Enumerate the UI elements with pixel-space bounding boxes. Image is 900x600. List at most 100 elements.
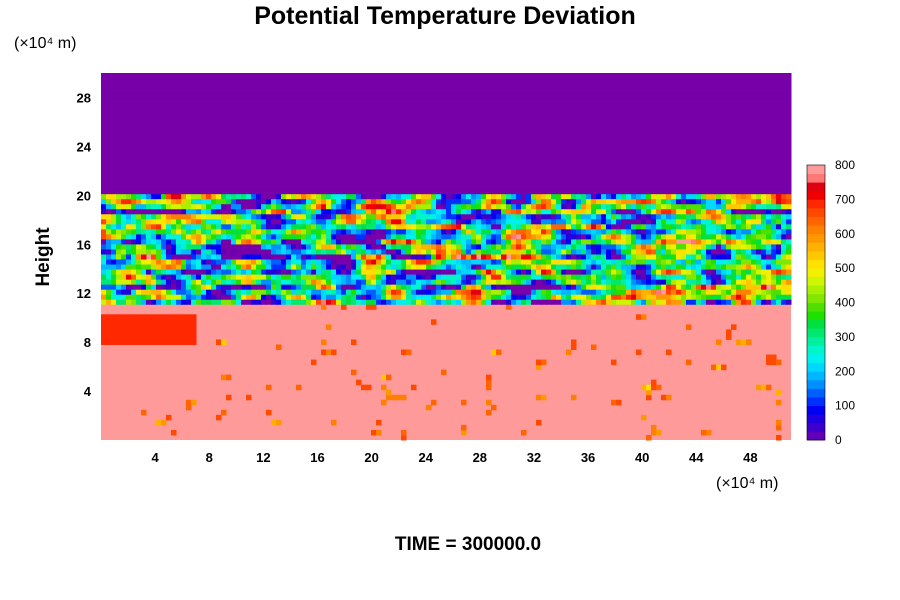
heatmap-cell (696, 168, 702, 175)
heatmap-cell (186, 314, 192, 320)
heatmap-cell (136, 153, 142, 159)
heatmap-cell (436, 243, 442, 250)
heatmap-cell (151, 334, 157, 340)
heatmap-cell (126, 289, 132, 295)
heatmap-cell (456, 198, 462, 205)
heatmap-cell (156, 274, 162, 280)
heatmap-cell (546, 279, 552, 285)
heatmap-cell (606, 289, 612, 295)
heatmap-cell (191, 143, 197, 149)
heatmap-cell (651, 173, 657, 180)
heatmap-cell (286, 243, 292, 250)
heatmap-cell (621, 198, 627, 205)
heatmap-cell (736, 168, 742, 175)
heatmap-cell (141, 133, 147, 139)
heatmap-cell (516, 168, 522, 175)
heatmap-cell (446, 213, 452, 220)
heatmap-cell (511, 148, 517, 154)
heatmap-cell (211, 128, 217, 134)
heatmap-cell (751, 259, 757, 265)
heatmap-cell (226, 168, 232, 175)
heatmap-cell (301, 148, 307, 154)
heatmap-cell (721, 138, 727, 144)
heatmap-cell (206, 289, 212, 295)
heatmap-cell (126, 158, 132, 164)
heatmap-cell (181, 218, 187, 225)
heatmap-cell (496, 248, 502, 255)
heatmap-cell (156, 133, 162, 139)
heatmap-cell (601, 253, 607, 260)
heatmap-cell (661, 133, 667, 139)
heatmap-cell (556, 299, 562, 305)
heatmap-cell (191, 264, 197, 270)
heatmap-cell (381, 248, 387, 255)
heatmap-cell (366, 259, 372, 265)
heatmap-cell (641, 163, 647, 170)
heatmap-cell (171, 294, 177, 300)
heatmap-cell (406, 279, 412, 285)
heatmap-cell (416, 284, 422, 290)
heatmap-cell (776, 419, 782, 426)
heatmap-cell (181, 284, 187, 290)
heatmap-cell (446, 198, 452, 205)
heatmap-cell (731, 238, 737, 245)
heatmap-cell (426, 178, 432, 185)
heatmap-cell (736, 203, 742, 210)
heatmap-cell (626, 158, 632, 164)
heatmap-cell (296, 299, 302, 305)
heatmap-cell (166, 163, 172, 170)
heatmap-cell (271, 183, 277, 190)
heatmap-cell (361, 259, 367, 265)
heatmap-cell (221, 213, 227, 220)
heatmap-cell (376, 279, 382, 285)
heatmap-cell (146, 264, 152, 270)
heatmap-cell (556, 208, 562, 215)
heatmap-cell (206, 274, 212, 280)
heatmap-cell (611, 359, 617, 366)
heatmap-cell (371, 163, 377, 170)
heatmap-cell (166, 294, 172, 300)
heatmap-cell (316, 178, 322, 185)
heatmap-cell (681, 228, 687, 235)
heatmap-cell (161, 233, 167, 240)
heatmap-cell (471, 248, 477, 255)
heatmap-cell (501, 198, 507, 205)
heatmap-cell (206, 253, 212, 260)
heatmap-cell (331, 203, 337, 210)
heatmap-cell (376, 148, 382, 154)
heatmap-cell (771, 208, 777, 215)
heatmap-cell (231, 243, 237, 250)
heatmap-cell (276, 168, 282, 175)
heatmap-cell (316, 299, 322, 305)
heatmap-cell (421, 233, 427, 240)
heatmap-cell (561, 193, 567, 200)
heatmap-cell (496, 223, 502, 230)
heatmap-cell (526, 203, 532, 210)
heatmap-cell (106, 279, 112, 285)
heatmap-cell (611, 238, 617, 245)
heatmap-cell (486, 238, 492, 245)
heatmap-cell (746, 248, 752, 255)
heatmap-cell (456, 138, 462, 144)
heatmap-cell (146, 314, 152, 320)
heatmap-cell (406, 148, 412, 154)
heatmap-cell (536, 218, 542, 225)
heatmap-cell (751, 299, 757, 305)
heatmap-cell (686, 173, 692, 180)
heatmap-cell (246, 394, 252, 401)
heatmap-cell (471, 228, 477, 235)
heatmap-cell (446, 289, 452, 295)
heatmap-cell (311, 259, 317, 265)
heatmap-cell (321, 253, 327, 260)
heatmap-cell (621, 168, 627, 175)
heatmap-cell (561, 158, 567, 164)
heatmap-cell (681, 274, 687, 280)
heatmap-cell (506, 299, 512, 305)
heatmap-cell (231, 178, 237, 185)
heatmap-cell (461, 238, 467, 245)
heatmap-cell (571, 248, 577, 255)
heatmap-cell (681, 193, 687, 200)
heatmap-cell (391, 299, 397, 305)
heatmap-cell (226, 133, 232, 139)
heatmap-cell (301, 203, 307, 210)
